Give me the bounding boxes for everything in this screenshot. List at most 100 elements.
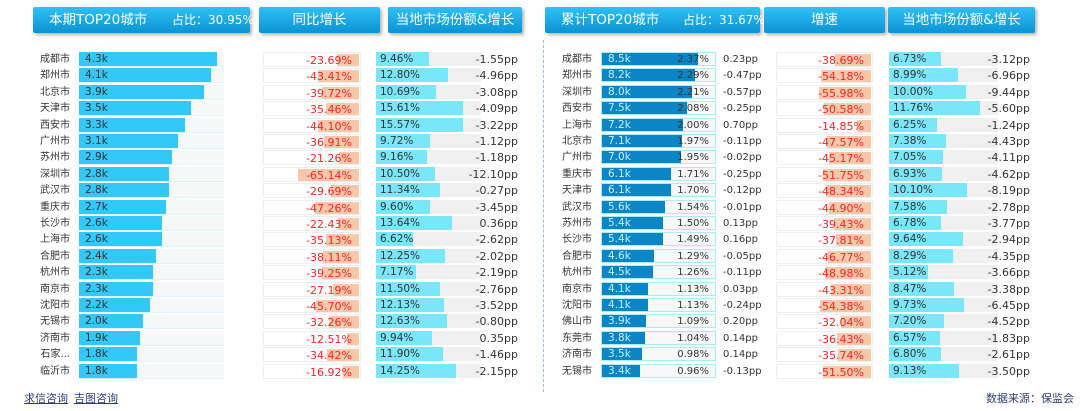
divider (543, 40, 544, 392)
volume-label: 2.4k (85, 249, 108, 262)
right-table-row: 天津市 6.1k 1.70% -0.12pp -48.34% 10.10% -8.19pp (540, 183, 1080, 199)
volume-bar-track: 2.4k (79, 248, 224, 264)
city-name: 杭州市 (40, 267, 70, 279)
growth-value: -54.18% (818, 70, 864, 84)
volume-label: 7.2k (608, 118, 631, 131)
volume-label: 2.8k (85, 167, 108, 180)
volume-bar-track: 2.3k (79, 265, 224, 281)
cumulative-volume-bar (602, 151, 682, 164)
cumulative-volume-bar (602, 53, 699, 65)
share-bar (376, 248, 445, 263)
share-bar (376, 134, 431, 148)
cumulative-volume-bar (602, 331, 645, 344)
national-share: 1.95% (677, 152, 709, 164)
volume-bar (79, 183, 169, 198)
volume-label: 4.3k (85, 53, 108, 65)
volume-bar (79, 298, 150, 312)
city-name: 广州市 (562, 152, 592, 164)
share-bar-track: 6.80% (889, 347, 998, 362)
yoy-bar (318, 70, 359, 83)
yoy-cell: -16.92% (263, 363, 361, 379)
yoy-cell: -12.51% (263, 330, 361, 346)
share-value: 6.93% (893, 167, 927, 180)
share-bar (889, 52, 941, 66)
volume-bar-track: 2.0k (79, 314, 224, 330)
national-share: 1.13% (677, 300, 709, 311)
volume-label: 8.2k (608, 69, 631, 82)
national-share-change: -0.47pp (723, 70, 762, 82)
share-change: -2.94pp (987, 233, 1030, 247)
share-bar (376, 330, 432, 345)
cumulative-volume-bar (602, 217, 664, 229)
share-bar (889, 363, 960, 378)
city-name: 南京市 (562, 283, 592, 295)
volume-bar-track: 6.1k 1.70% (601, 183, 716, 198)
yoy-value: -35.13% (306, 234, 352, 248)
link-jitu[interactable]: 吉图咨询 (74, 392, 118, 405)
left-table-row: 南京市 2.3k -27.19% 11.50% -2.76pp (0, 281, 540, 297)
share-change: -2.62pp (475, 233, 518, 247)
share-change: -4.35pp (987, 249, 1030, 263)
yoy-bar (325, 234, 359, 247)
share-bar-track: 9.73% (889, 298, 998, 312)
right-yoy-header: 增速 (764, 7, 885, 33)
growth-bar (835, 54, 871, 66)
national-share-change: 0.23pp (723, 54, 758, 65)
national-share-change: 0.13pp (723, 218, 758, 229)
share-change: 0.35pp (479, 331, 518, 345)
share-change: 0.36pp (479, 217, 518, 230)
share-bar-track: 13.64% (376, 216, 481, 230)
yoy-value: -29.69% (306, 185, 352, 199)
left-table-row: 西安市 3.3k -44.10% 15.57% -3.22pp (0, 117, 540, 133)
national-share-change: -0.25pp (723, 168, 762, 180)
yoy-cell: -39.25% (263, 265, 361, 281)
city-name: 成都市 (562, 54, 592, 65)
growth-bar (823, 365, 871, 378)
volume-bar (79, 52, 217, 66)
city-name: 杭州市 (562, 267, 592, 279)
growth-cell: -37.81% (776, 232, 873, 248)
right-table-row: 重庆市 6.1k 1.71% -0.25pp -51.75% 6.93% -4.62pp (540, 166, 1080, 182)
right-table-row: 东莞市 3.8k 1.04% 0.14pp -36.43% 6.57% -1.83pp (540, 330, 1080, 346)
volume-bar-track: 3.3k (79, 117, 224, 133)
city-name: 武汉市 (562, 201, 592, 213)
share-change: -3.12pp (987, 53, 1030, 66)
national-share: 2.37% (677, 54, 709, 65)
share-change: -2.15pp (475, 364, 518, 378)
right-table-row: 北京市 7.1k 1.97% -0.11pp -47.57% 7.38% -4.43pp (540, 134, 1080, 149)
volume-bar (79, 347, 137, 362)
national-share-change: -0.05pp (723, 250, 762, 262)
volume-bar (79, 232, 163, 247)
yoy-cell: -27.19% (263, 281, 361, 297)
growth-value: -35.74% (818, 349, 864, 363)
city-name: 合肥市 (40, 250, 70, 262)
share-bar-track: 9.64% (889, 232, 998, 247)
share-bar (889, 216, 942, 230)
share-value: 7.17% (380, 266, 414, 279)
link-qiuxin[interactable]: 求信咨询 (24, 392, 68, 405)
share-bar-track: 11.76% (889, 101, 998, 116)
growth-value: -55.98% (818, 86, 864, 100)
volume-bar-track: 2.6k (79, 232, 224, 248)
share-value: 5.12% (893, 266, 927, 279)
share-bar (376, 117, 464, 132)
share-bar (376, 166, 435, 181)
city-name: 上海市 (562, 119, 592, 131)
city-name: 石家... (40, 349, 70, 361)
growth-bar (826, 136, 871, 148)
share-change: -12.10pp (468, 167, 518, 181)
share-value: 9.60% (380, 200, 414, 213)
yoy-value: -16.92% (306, 365, 352, 379)
share-value: 11.50% (380, 282, 421, 295)
share-change: -0.27pp (475, 184, 518, 198)
left-table-row: 临沂市 1.8k -16.92% 14.25% -2.15pp (0, 363, 540, 379)
share-change: -4.11pp (987, 151, 1030, 165)
share-bar (889, 347, 942, 362)
yoy-bar (331, 185, 359, 198)
volume-label: 4.1k (85, 69, 108, 82)
share-bar-track: 7.20% (889, 314, 998, 329)
growth-cell: -50.58% (776, 101, 873, 117)
share-bar-track: 15.57% (376, 117, 481, 132)
national-share: 1.09% (677, 316, 709, 328)
volume-label: 3.8k (608, 331, 631, 344)
